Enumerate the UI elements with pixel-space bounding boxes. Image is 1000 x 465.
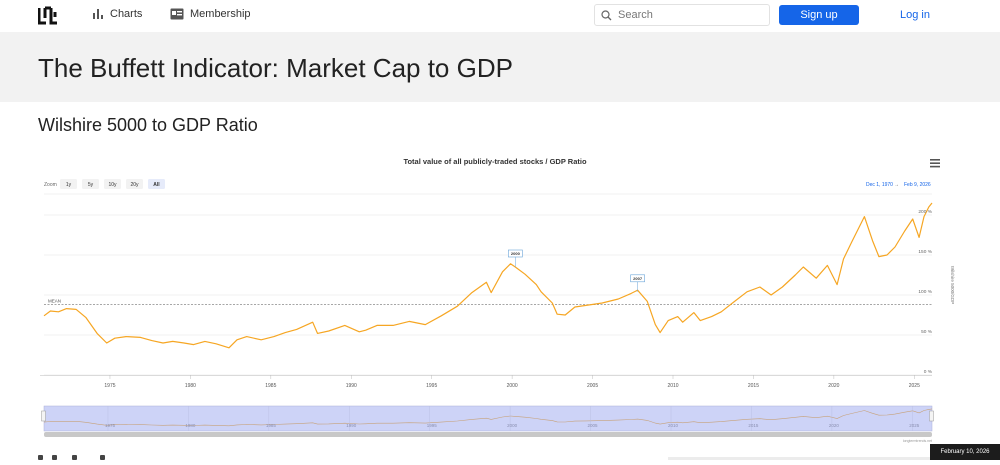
navigator-tick-label: 2020 [829, 423, 840, 428]
zoom-button-10y[interactable]: 10y [104, 179, 121, 189]
navigator-series-line [43, 408, 933, 427]
hamburger-icon [930, 159, 940, 161]
nav-membership-label: Membership [190, 8, 251, 20]
chart-credit: longtermtrends.net [903, 439, 932, 443]
navigator-tick-label: 2005 [588, 423, 599, 428]
y-tick-label: 50 % [921, 329, 933, 335]
navigator-tick-label: 1995 [427, 423, 438, 428]
x-tick-label: 1985 [265, 383, 276, 389]
id-card-icon [170, 8, 184, 20]
navigator-tick-label: 2000 [507, 423, 518, 428]
navigator-handle-right[interactable] [929, 410, 934, 422]
x-tick-label: 2015 [748, 383, 759, 389]
navigator-tick-label: 1980 [185, 423, 196, 428]
top-navbar: Charts Membership Sign up Log in [0, 0, 1000, 32]
signup-button[interactable]: Sign up [779, 5, 859, 25]
ratio-series-line[interactable] [43, 202, 933, 349]
zoom-button-20y[interactable]: 20y [126, 179, 143, 189]
navigator[interactable]: 1975 1980 1985 1990 1995 2000 2005 2010 2015 2020… [41, 405, 934, 437]
y-tick-label: 150 % [918, 249, 932, 255]
x-tick-label: 1995 [426, 383, 437, 389]
y-tick-label: 0 % [924, 369, 933, 375]
search-box [594, 4, 770, 26]
x-tick-label: 2025 [909, 383, 920, 389]
chart-container: Total value of all publicly-traded stock… [0, 145, 1000, 460]
chart-svg: Total value of all publicly-traded stock… [40, 157, 955, 443]
date-range-display: Dec 1, 1970 → Feb 9, 2026 [866, 182, 931, 188]
navigator-tick-label: 1975 [105, 423, 116, 428]
chart-title: Total value of all publicly-traded stock… [403, 157, 587, 166]
search-input[interactable] [618, 9, 758, 21]
navigator-tick-label: 2025 [909, 423, 920, 428]
y-tick-label: 200 % [918, 209, 932, 215]
search-icon [601, 9, 612, 20]
x-tick-label: 2005 [587, 383, 598, 389]
navigator-tick-label: 1990 [346, 423, 357, 428]
x-tick-label: 1980 [185, 383, 196, 389]
export-menu-button[interactable] [928, 157, 942, 169]
zoom-button-label: 1y [66, 182, 72, 188]
annotation-flag-2000[interactable]: 2000 [508, 249, 523, 267]
title-banner: The Buffett Indicator: Market Cap to GDP [0, 32, 1000, 102]
date-from-input[interactable]: Dec 1, 1970 [866, 182, 893, 188]
zoom-button-label: 10y [108, 182, 117, 188]
annotation-label: 2007 [633, 276, 643, 281]
navigator-scrollbar[interactable] [44, 432, 932, 437]
annotation-flag-2007[interactable]: 2007 [630, 274, 645, 292]
footer-date-badge: February 10, 2026 [930, 444, 1000, 460]
date-range-arrow: → [894, 182, 899, 188]
annotation-label: 2000 [511, 251, 521, 256]
nav-charts-label: Charts [110, 8, 143, 20]
page-title: The Buffett Indicator: Market Cap to GDP [38, 53, 513, 83]
x-tick-label: 2020 [828, 383, 839, 389]
navigator-handle-left[interactable] [41, 410, 46, 422]
x-tick-label: 2000 [507, 383, 518, 389]
nav-membership[interactable]: Membership [170, 8, 251, 20]
zoom-button-label: 5y [88, 182, 94, 188]
y-axis-title: Wilshire 5000/GDP [950, 266, 955, 304]
zoom-button-label: All [153, 182, 160, 188]
site-logo-icon[interactable] [38, 6, 62, 26]
next-section-heading-partial [38, 455, 118, 460]
zoom-label: Zoom [44, 182, 57, 188]
zoom-button-label: 20y [130, 182, 139, 188]
page-subtitle: Wilshire 5000 to GDP Ratio [38, 115, 258, 135]
x-tick-label: 1975 [104, 383, 115, 389]
zoom-button-5y[interactable]: 5y [82, 179, 99, 189]
navigator-tick-label: 2010 [668, 423, 679, 428]
navigator-tick-label: 1985 [266, 423, 277, 428]
y-tick-label: 100 % [918, 289, 932, 295]
date-to-input[interactable]: Feb 9, 2026 [904, 182, 931, 188]
navigator-tick-label: 2015 [748, 423, 759, 428]
bar-chart-icon [93, 9, 103, 19]
x-tick-label: 1990 [346, 383, 357, 389]
login-link[interactable]: Log in [900, 9, 930, 21]
mean-label: MEAN [48, 299, 61, 304]
zoom-button-1y[interactable]: 1y [60, 179, 77, 189]
x-tick-label: 2010 [667, 383, 678, 389]
nav-charts[interactable]: Charts [92, 8, 142, 20]
zoom-button-All[interactable]: All [148, 179, 165, 189]
footer-divider [668, 457, 930, 460]
